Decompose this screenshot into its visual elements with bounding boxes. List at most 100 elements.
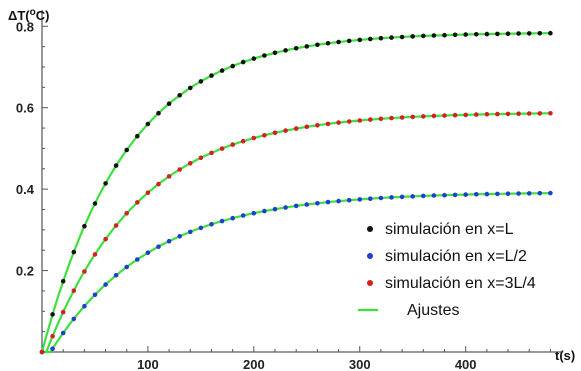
data-point: [431, 193, 437, 198]
data-point: [240, 59, 246, 65]
y-tick-label: 0.2: [16, 264, 34, 279]
data-point: [442, 32, 447, 38]
data-point: [357, 37, 363, 43]
data-point: [251, 210, 257, 216]
y-tick-label: 0.8: [16, 19, 34, 34]
data-point: [526, 31, 532, 36]
data-point: [135, 200, 140, 205]
data-point: [188, 85, 193, 91]
data-point: [537, 111, 543, 116]
data-point: [124, 147, 129, 153]
data-point: [156, 181, 161, 187]
data-point: [219, 218, 225, 224]
data-point: [60, 279, 66, 284]
data-point: [113, 223, 119, 228]
data-point: [251, 56, 257, 61]
data-point: [495, 191, 500, 197]
data-point: [399, 34, 405, 40]
data-point: [145, 121, 151, 127]
data-point: [452, 112, 458, 118]
data-point: [293, 126, 299, 131]
data-point: [198, 225, 204, 231]
data-point: [336, 198, 341, 204]
data-point: [60, 309, 66, 315]
data-point: [505, 31, 511, 36]
data-point: [124, 264, 129, 270]
data-point: [357, 118, 363, 123]
legend-marker: [367, 280, 373, 286]
legend-marker: [367, 253, 373, 259]
data-point: [135, 133, 140, 139]
data-point: [442, 192, 447, 198]
data-point: [378, 35, 384, 41]
data-point: [293, 203, 299, 209]
data-point: [378, 195, 384, 201]
data-point: [124, 211, 129, 216]
data-point: [399, 194, 405, 200]
data-point: [262, 208, 267, 214]
data-point: [283, 205, 288, 210]
data-point: [82, 269, 87, 274]
data-point: [50, 346, 55, 352]
data-point: [526, 191, 532, 196]
data-point: [230, 142, 235, 147]
data-point: [304, 124, 310, 130]
data-point: [505, 111, 511, 117]
data-point: [442, 113, 447, 118]
data-point: [188, 229, 193, 235]
data-points: [39, 30, 553, 355]
axes: 100 200 300 400 0.2 0.4 0.6 0.8: [16, 10, 561, 371]
data-point: [516, 191, 521, 196]
x-tick-label: 100: [137, 357, 159, 371]
y-tick-label: 0.6: [16, 101, 34, 116]
data-point: [368, 117, 373, 122]
data-point: [452, 192, 458, 198]
data-point: [410, 194, 416, 199]
data-point: [548, 111, 553, 116]
data-point: [304, 202, 310, 207]
x-tick-label: 200: [243, 357, 265, 371]
data-point: [537, 190, 543, 196]
data-point: [452, 32, 458, 38]
data-point: [82, 303, 87, 309]
legend-marker: [367, 226, 373, 232]
legend-label: simulación en x=3L/4: [385, 275, 536, 292]
data-point: [537, 31, 543, 36]
legend-label: Ajustes: [407, 302, 459, 319]
data-point: [71, 288, 77, 294]
data-point: [92, 292, 98, 298]
data-point: [135, 257, 140, 262]
data-point: [272, 206, 278, 212]
data-point: [516, 111, 521, 116]
data-point: [39, 349, 45, 355]
data-point: [526, 111, 532, 116]
series-points: [39, 111, 553, 355]
data-point: [230, 63, 235, 69]
data-point: [166, 101, 172, 106]
data-point: [156, 110, 161, 116]
data-point: [548, 30, 553, 36]
x-tick-label: 300: [349, 357, 371, 371]
data-point: [315, 201, 320, 206]
data-point: [484, 112, 490, 117]
data-point: [92, 201, 98, 206]
y-axis-title: ΔT(oC): [8, 7, 49, 23]
data-point: [209, 73, 214, 78]
data-point: [389, 115, 394, 121]
data-point: [293, 46, 299, 51]
data-point: [474, 192, 479, 197]
data-point: [315, 123, 320, 128]
data-point: [346, 38, 352, 44]
data-point: [272, 50, 278, 56]
data-point: [92, 252, 98, 257]
data-point: [410, 34, 416, 39]
legend-label: simulación en x=L: [385, 221, 514, 238]
data-point: [431, 113, 437, 119]
data-point: [283, 128, 288, 133]
x-tick-label: 400: [455, 357, 477, 371]
data-point: [177, 167, 182, 172]
data-point: [484, 191, 490, 197]
data-point: [336, 120, 341, 125]
data-point: [103, 282, 108, 287]
data-point: [113, 273, 119, 278]
